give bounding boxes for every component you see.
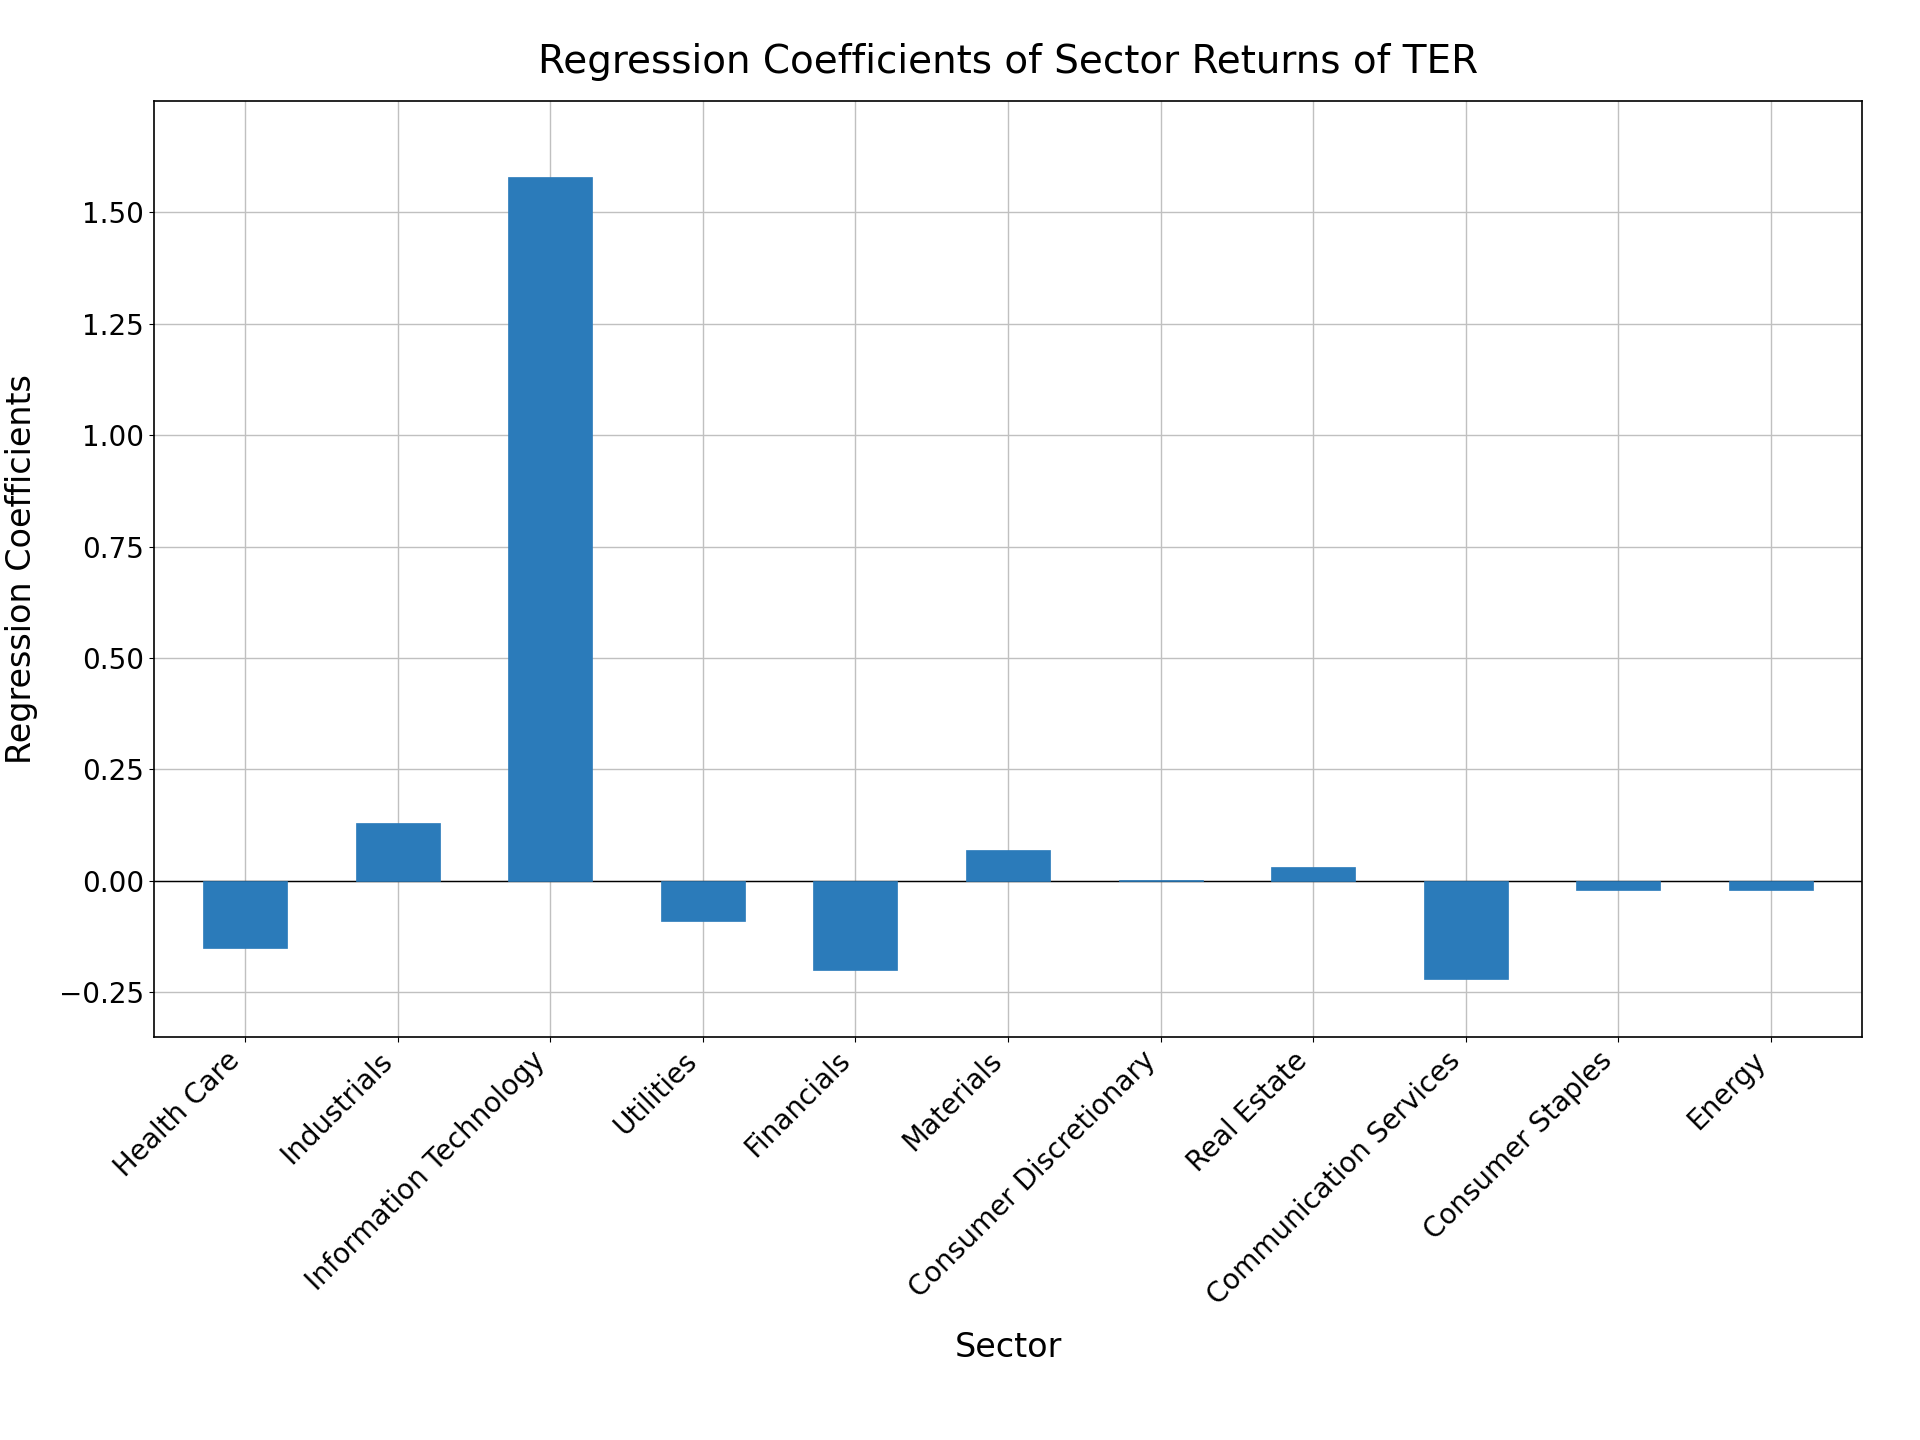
Bar bbox=[814, 881, 897, 971]
Bar bbox=[509, 177, 591, 881]
Title: Regression Coefficients of Sector Returns of TER: Regression Coefficients of Sector Return… bbox=[538, 43, 1478, 81]
Bar bbox=[204, 881, 288, 948]
X-axis label: Sector: Sector bbox=[954, 1331, 1062, 1364]
Y-axis label: Regression Coefficients: Regression Coefficients bbox=[6, 374, 38, 763]
Bar bbox=[1271, 867, 1356, 881]
Bar bbox=[1425, 881, 1507, 979]
Bar bbox=[1576, 881, 1661, 890]
Bar bbox=[1728, 881, 1812, 890]
Bar bbox=[660, 881, 745, 922]
Bar bbox=[966, 850, 1050, 881]
Bar bbox=[355, 822, 440, 881]
